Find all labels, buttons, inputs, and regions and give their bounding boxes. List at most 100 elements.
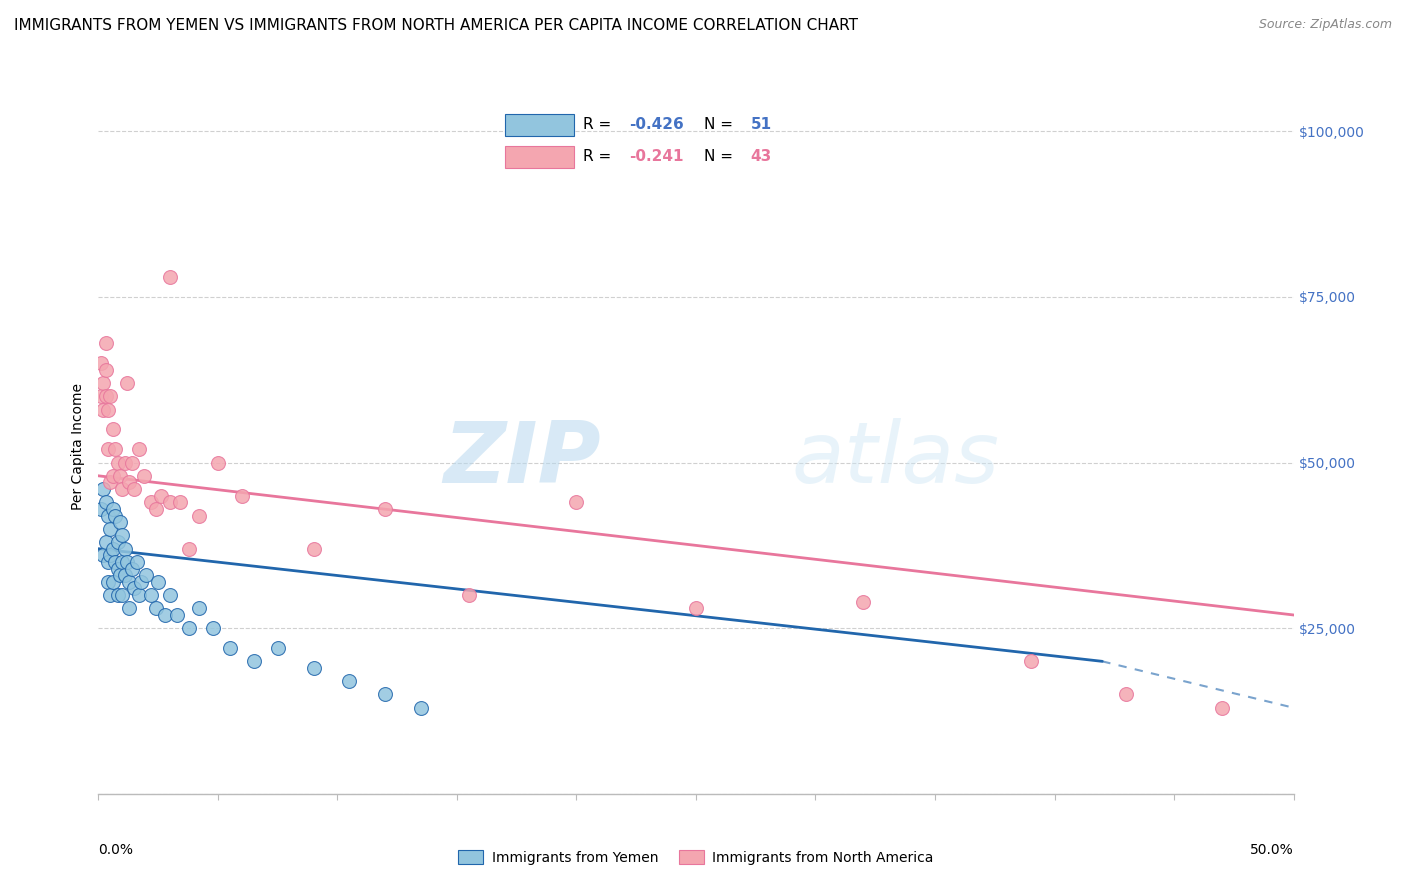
Legend: Immigrants from Yemen, Immigrants from North America: Immigrants from Yemen, Immigrants from N… <box>453 845 939 871</box>
Point <box>114 456 136 470</box>
Point <box>94 495 117 509</box>
Point <box>179 541 201 556</box>
Point <box>98 549 122 563</box>
Point <box>90 502 112 516</box>
Point <box>98 522 122 536</box>
Point <box>97 442 120 457</box>
Point <box>107 535 129 549</box>
Point <box>104 508 127 523</box>
Point <box>98 389 122 403</box>
Point <box>128 588 150 602</box>
Point <box>115 555 138 569</box>
Point <box>125 555 148 569</box>
Point <box>97 508 120 523</box>
Point <box>139 588 162 602</box>
Point <box>132 468 155 483</box>
Point <box>118 601 141 615</box>
Point <box>169 495 191 509</box>
Point <box>94 535 117 549</box>
Text: 0.0%: 0.0% <box>98 843 134 856</box>
Bar <box>505 146 574 168</box>
Point <box>101 502 124 516</box>
Point <box>339 674 360 689</box>
Point <box>91 376 114 390</box>
Text: atlas: atlas <box>792 418 1000 501</box>
Point <box>114 568 136 582</box>
Point <box>187 601 209 615</box>
Point <box>135 568 157 582</box>
Text: ZIP: ZIP <box>443 418 600 501</box>
Point <box>91 402 114 417</box>
Point <box>118 574 141 589</box>
Point <box>91 482 114 496</box>
Point <box>179 621 201 635</box>
Point <box>114 541 136 556</box>
Text: 51: 51 <box>751 118 772 132</box>
Point <box>458 588 481 602</box>
Point <box>121 456 143 470</box>
Text: R =: R = <box>583 150 616 164</box>
Text: 50.0%: 50.0% <box>1250 843 1294 856</box>
Point <box>108 568 131 582</box>
Point <box>1019 654 1042 668</box>
Point <box>139 495 162 509</box>
Point <box>111 482 134 496</box>
Point <box>91 549 114 563</box>
Point <box>1211 700 1233 714</box>
Point <box>202 621 225 635</box>
Point <box>374 688 396 702</box>
Point <box>149 489 172 503</box>
Point <box>108 468 131 483</box>
Point <box>159 270 181 285</box>
Text: R =: R = <box>583 118 616 132</box>
Point <box>565 495 588 509</box>
Point <box>302 661 325 675</box>
Point <box>145 502 167 516</box>
Text: Source: ZipAtlas.com: Source: ZipAtlas.com <box>1258 18 1392 31</box>
Point <box>97 574 120 589</box>
Point <box>124 582 146 596</box>
Point <box>159 495 181 509</box>
Point <box>124 482 146 496</box>
Point <box>852 595 875 609</box>
Point <box>94 363 117 377</box>
Point <box>101 541 124 556</box>
Point <box>98 475 122 490</box>
Text: -0.426: -0.426 <box>630 118 685 132</box>
Y-axis label: Per Capita Income: Per Capita Income <box>72 383 86 509</box>
Point <box>101 574 124 589</box>
Text: N =: N = <box>704 150 738 164</box>
Point <box>90 389 112 403</box>
Point <box>187 508 209 523</box>
Point <box>94 336 117 351</box>
Point <box>101 468 124 483</box>
Point <box>104 442 127 457</box>
Point <box>97 555 120 569</box>
Point <box>128 442 150 457</box>
Text: -0.241: -0.241 <box>630 150 685 164</box>
Point <box>107 588 129 602</box>
Point <box>108 515 131 529</box>
Point <box>145 601 167 615</box>
Bar <box>505 114 574 136</box>
Point <box>118 475 141 490</box>
Text: N =: N = <box>704 118 738 132</box>
Point <box>121 561 143 575</box>
Point <box>111 555 134 569</box>
Point <box>159 588 181 602</box>
Point <box>267 641 290 656</box>
Point <box>107 456 129 470</box>
Point <box>107 561 129 575</box>
Point <box>104 555 127 569</box>
Point <box>1115 688 1137 702</box>
Point <box>115 376 138 390</box>
Point <box>411 700 433 714</box>
Point <box>166 607 188 622</box>
Point <box>231 489 253 503</box>
Point <box>243 654 266 668</box>
Point <box>148 574 170 589</box>
Text: IMMIGRANTS FROM YEMEN VS IMMIGRANTS FROM NORTH AMERICA PER CAPITA INCOME CORRELA: IMMIGRANTS FROM YEMEN VS IMMIGRANTS FROM… <box>14 18 858 33</box>
Point <box>207 456 229 470</box>
Point <box>98 588 122 602</box>
Point <box>94 389 117 403</box>
